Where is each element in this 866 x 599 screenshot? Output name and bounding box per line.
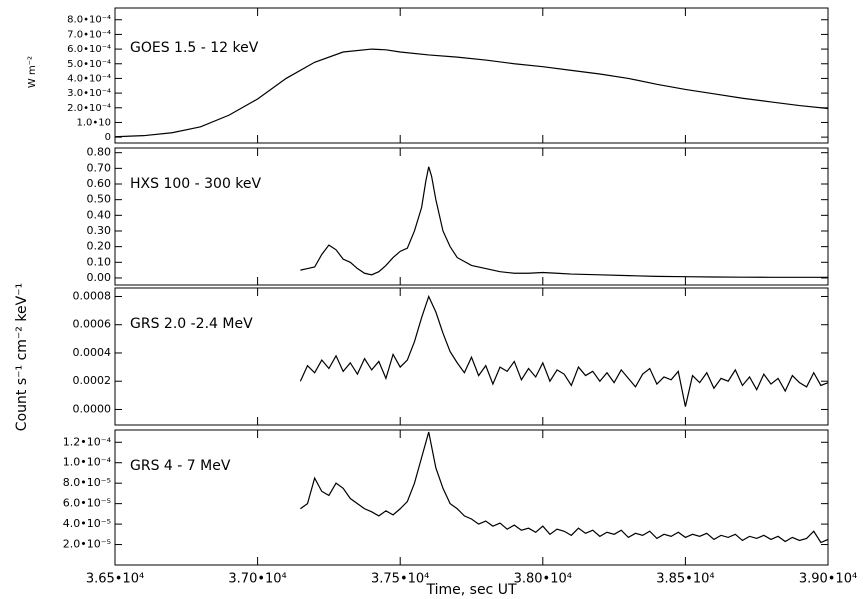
y-tick-label: 1.2•10⁻⁴ bbox=[63, 435, 112, 448]
y-tick-label: 1.0•10 bbox=[76, 117, 111, 128]
y-tick-label: 2.0•10⁻⁴ bbox=[67, 103, 111, 114]
y-tick-label: 0.00 bbox=[87, 271, 112, 284]
data-line bbox=[300, 431, 829, 544]
y-tick-label: 6.0•10⁻⁵ bbox=[63, 497, 111, 510]
y-tick-label: 0.60 bbox=[87, 177, 112, 190]
x-tick-label: 3.90•10⁴ bbox=[799, 572, 857, 587]
x-tick-label: 3.75•10⁴ bbox=[371, 572, 429, 587]
plot-frame bbox=[114, 429, 829, 566]
y-tick-label: 5.0•10⁻⁴ bbox=[67, 59, 111, 70]
y-tick-label: 0.10 bbox=[87, 255, 112, 268]
x-tick-label: 3.65•10⁴ bbox=[86, 572, 144, 587]
data-line bbox=[300, 166, 828, 278]
y-tick-label: 7.0•10⁻⁴ bbox=[67, 29, 111, 40]
y-tick-label: 0.0000 bbox=[73, 402, 112, 415]
y-tick-label: 2.0•10⁻⁵ bbox=[63, 538, 111, 551]
y-tick-label: 4.0•10⁻⁵ bbox=[63, 517, 111, 530]
y-axis-label: Count s⁻¹ cm⁻² keV⁻¹ bbox=[14, 283, 30, 431]
y-tick-label: 0.0002 bbox=[73, 374, 112, 387]
y-tick-label: 0.0008 bbox=[73, 289, 112, 302]
y-tick-label: 0.0006 bbox=[73, 318, 112, 331]
x-tick-label: 3.80•10⁴ bbox=[514, 572, 572, 587]
y-tick-label: 8.0•10⁻⁴ bbox=[67, 15, 111, 26]
y-tick-label: 0.50 bbox=[87, 193, 112, 206]
y-tick-label: 0.20 bbox=[87, 240, 112, 253]
panel-title: GRS 2.0 -2.4 MeV bbox=[130, 316, 253, 332]
panel-title: GRS 4 - 7 MeV bbox=[130, 458, 231, 474]
panel: 0.00 0.10 0.20 0.30 0.40 0.50 0.60 0.70 0.80 HXS … bbox=[87, 146, 829, 286]
y-tick-label: 0.30 bbox=[87, 224, 112, 237]
y-tick-label: 0.80 bbox=[87, 146, 112, 159]
panel: 0.0000 0.0002 0.0004 0.0006 0.0008 GRS 2.0 -2… bbox=[14, 283, 829, 431]
y-tick-label: 3.0•10⁻⁴ bbox=[67, 88, 111, 99]
x-tick-label: 3.70•10⁴ bbox=[228, 572, 286, 587]
panel-title: HXS 100 - 300 keV bbox=[130, 176, 262, 192]
plot-frame bbox=[114, 147, 829, 286]
x-axis-label: Time, sec UT bbox=[425, 582, 516, 598]
y-tick-label: 0.0004 bbox=[73, 346, 112, 359]
panel: 2.0•10⁻⁵ 4.0•10⁻⁵ 6.0•10⁻⁵ 8.0•10⁻⁵ 1.0•10⁻⁴… bbox=[63, 429, 857, 598]
y-tick-label: 0.70 bbox=[87, 161, 112, 174]
y-tick-label: 4.0•10⁻⁴ bbox=[67, 73, 111, 84]
plot-frame bbox=[114, 7, 829, 144]
y-axis-label: W m⁻² bbox=[27, 56, 38, 88]
data-line bbox=[299, 294, 829, 407]
data-line bbox=[114, 48, 829, 138]
y-tick-label: 0.40 bbox=[87, 208, 112, 221]
x-tick-label: 3.85•10⁴ bbox=[656, 572, 714, 587]
panel-title: GOES 1.5 - 12 keV bbox=[130, 40, 259, 56]
panel: 0 1.0•10 2.0•10⁻⁴ 3.0•10⁻⁴ 4.0•10⁻⁴ 5.0•10⁻⁴ 6… bbox=[27, 7, 829, 144]
plot-frame bbox=[114, 287, 829, 426]
y-tick-label: 0 bbox=[105, 132, 111, 143]
y-tick-label: 8.0•10⁻⁵ bbox=[63, 476, 111, 489]
y-tick-label: 6.0•10⁻⁴ bbox=[67, 44, 111, 55]
y-tick-label: 1.0•10⁻⁴ bbox=[63, 456, 112, 469]
